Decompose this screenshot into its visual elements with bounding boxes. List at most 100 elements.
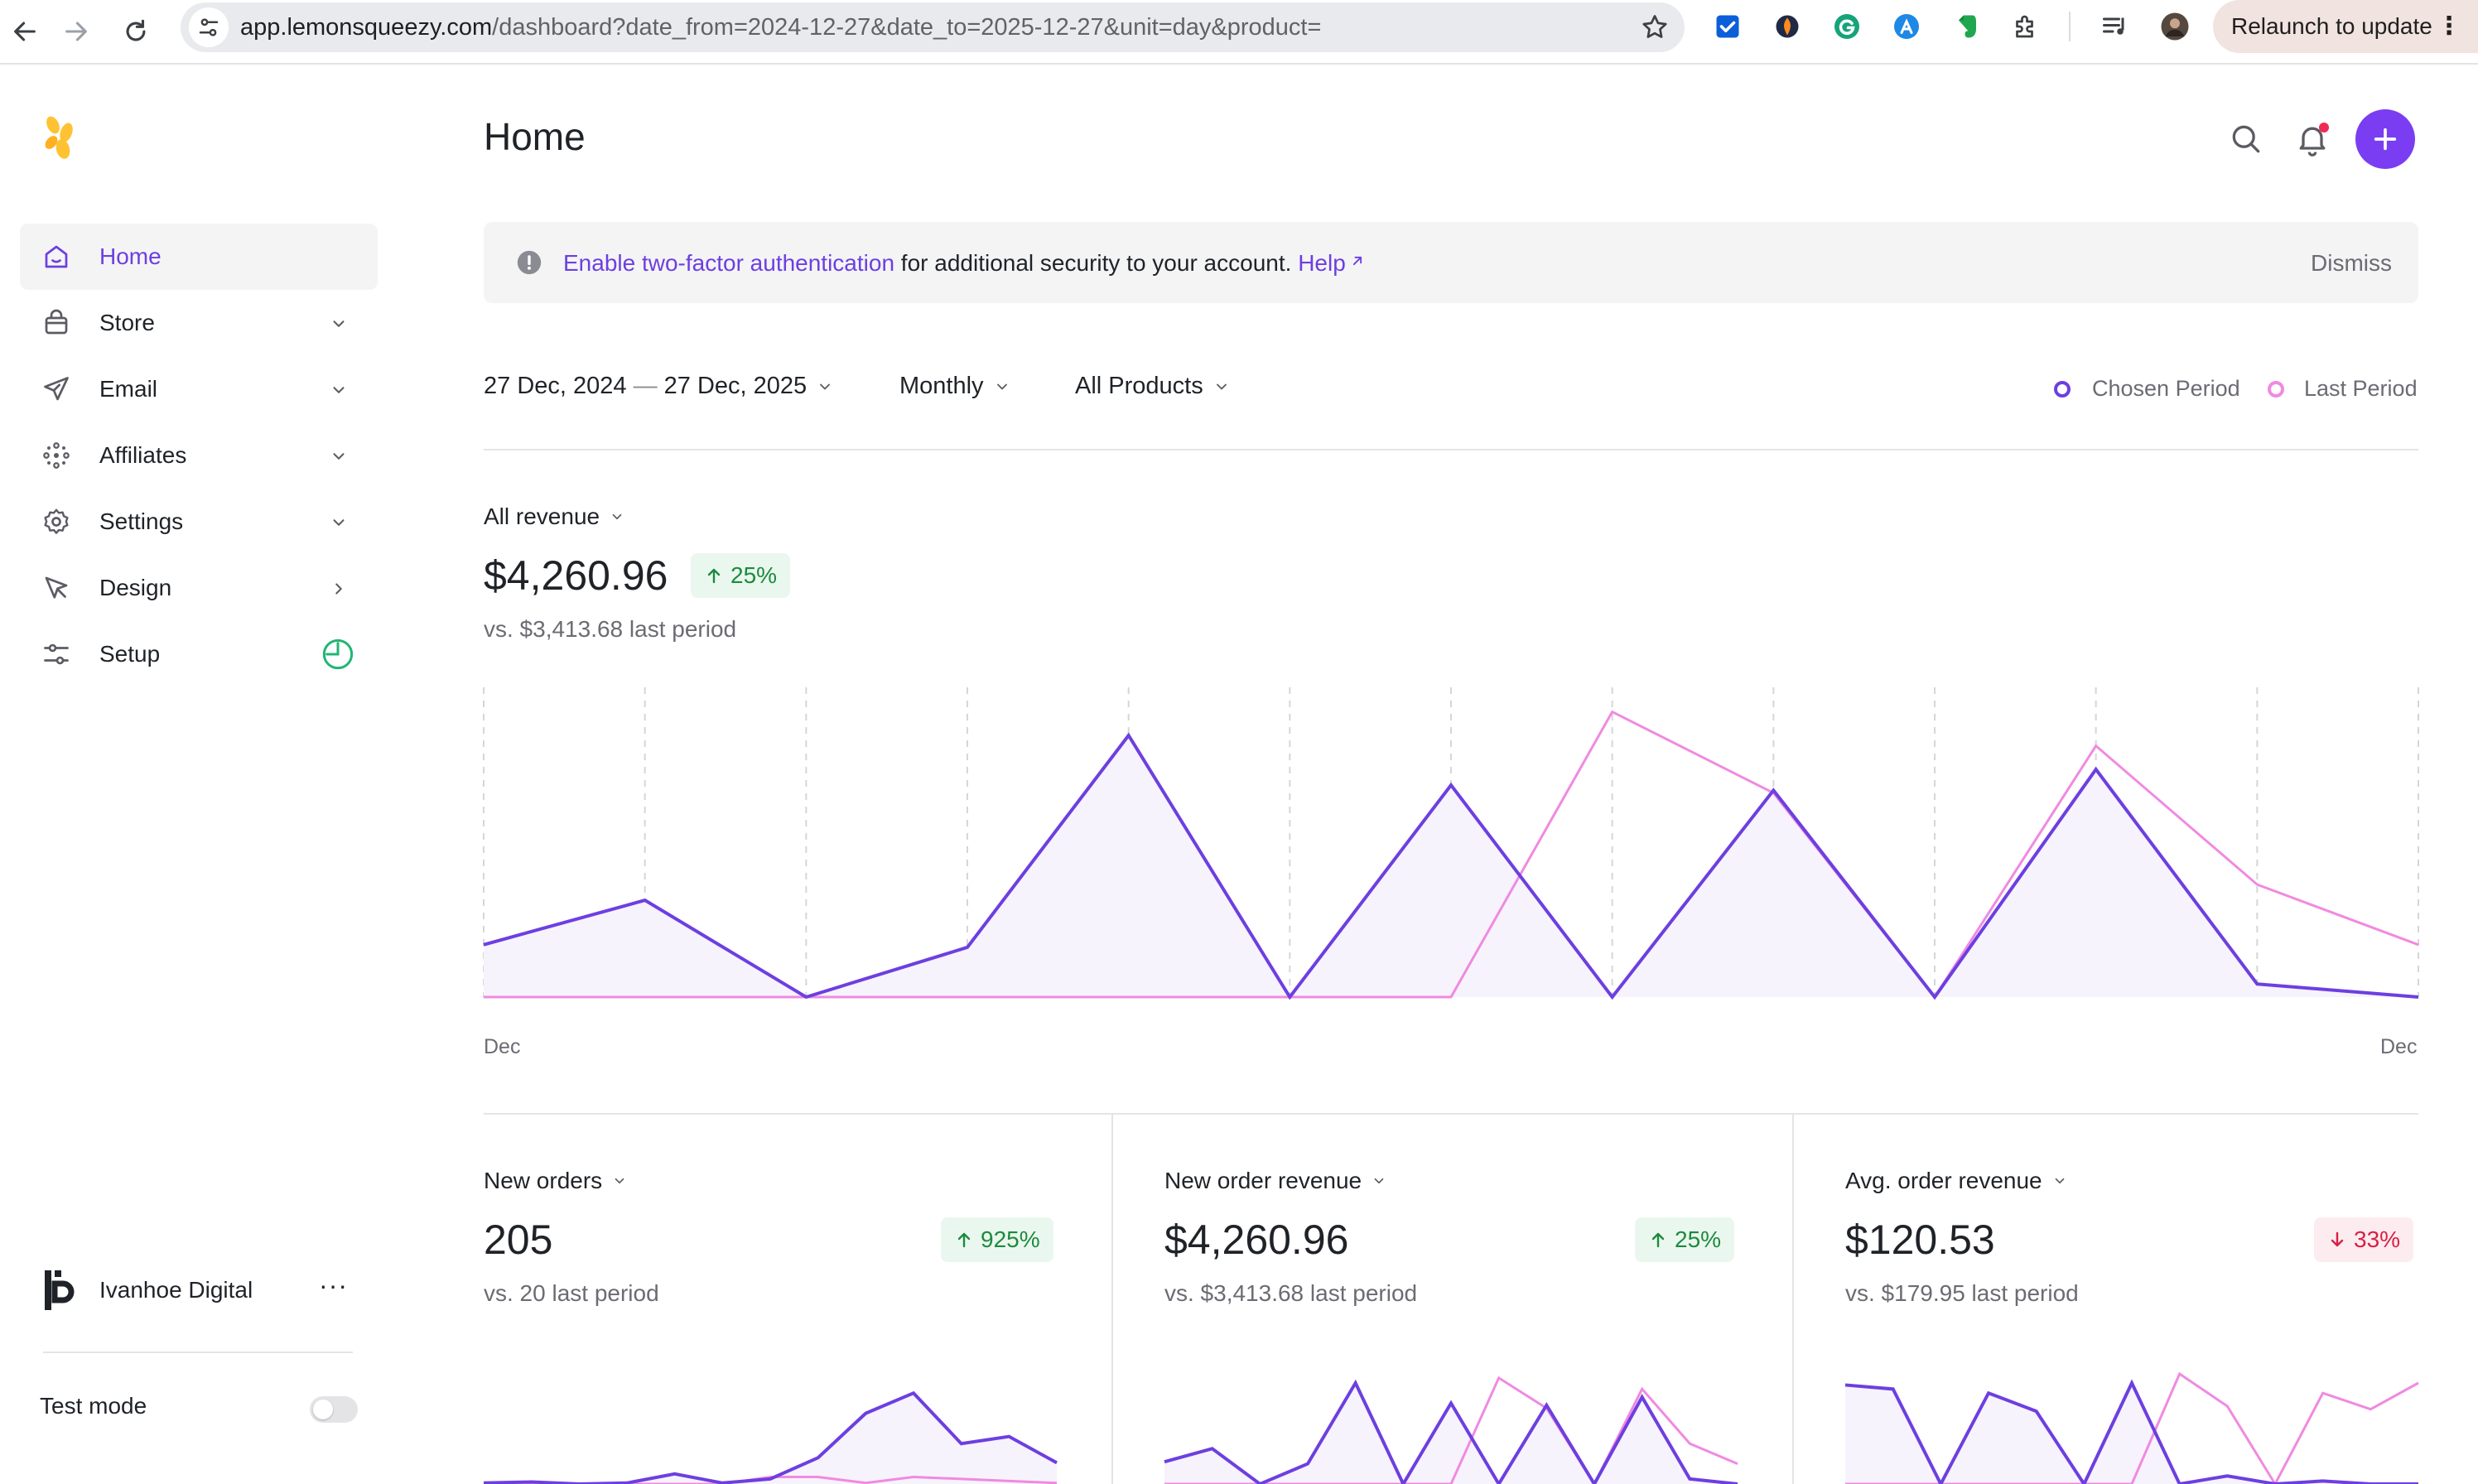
enable-2fa-link[interactable]: Enable two-factor authentication xyxy=(563,250,895,276)
revenue-value: $4,260.96 xyxy=(484,552,668,599)
home-icon xyxy=(45,245,68,268)
kebab-menu-icon[interactable]: ⋮ xyxy=(2437,12,2461,40)
lemon-squeezy-logo[interactable] xyxy=(41,114,83,164)
external-link-icon xyxy=(1352,256,1362,266)
card-change-badge: 33% xyxy=(2314,1217,2414,1262)
profile-avatar[interactable] xyxy=(2158,10,2191,43)
new-orders-metric-select[interactable]: New orders xyxy=(484,1168,627,1194)
extension-appstore-icon[interactable] xyxy=(1890,10,1923,43)
card-divider xyxy=(1792,1115,1794,1484)
card-comparison: vs. $179.95 last period xyxy=(1845,1280,2079,1306)
card-comparison: vs. 20 last period xyxy=(484,1280,659,1306)
filters-divider xyxy=(484,449,2418,450)
account-switcher[interactable]: Ivanhoe Digital ··· xyxy=(20,1255,378,1325)
site-info-button[interactable] xyxy=(189,7,229,47)
reload-button[interactable] xyxy=(111,7,161,56)
revenue-metric-select[interactable]: All revenue xyxy=(484,504,624,530)
extension-evernote-icon[interactable] xyxy=(1950,10,1983,43)
arrow-down-icon xyxy=(2331,1231,2344,1247)
chevron-down-icon xyxy=(612,513,622,520)
legend-swatch-last xyxy=(2268,381,2284,398)
avg-order-revenue-metric-select[interactable]: Avg. order revenue xyxy=(1845,1168,2067,1194)
banner-message: for additional security to your account. xyxy=(894,250,1299,276)
test-mode-toggle[interactable] xyxy=(310,1396,358,1423)
product-select[interactable]: All Products xyxy=(1075,373,1230,400)
card-change: 25% xyxy=(1675,1226,1722,1252)
bookmark-star-icon[interactable] xyxy=(1640,12,1670,42)
setup-progress-icon xyxy=(322,638,354,670)
tune-icon xyxy=(199,18,219,36)
sidebar-divider xyxy=(43,1352,353,1353)
info-icon xyxy=(517,250,542,275)
chevron-down-icon xyxy=(333,453,345,460)
sidebar-item-label: Home xyxy=(99,243,162,269)
sidebar: Home Store Email Affiliates Settings Des… xyxy=(0,66,398,1484)
account-logo xyxy=(45,1270,75,1310)
card-comparison: vs. $3,413.68 last period xyxy=(1164,1280,1418,1306)
sidebar-item-store[interactable]: Store xyxy=(20,290,378,356)
sidebar-item-affiliates[interactable]: Affiliates xyxy=(20,422,378,489)
help-link-label: Help xyxy=(1298,250,1346,276)
extension-check-icon[interactable] xyxy=(1711,10,1744,43)
forward-button[interactable] xyxy=(51,7,101,56)
avg-order-revenue-chart xyxy=(1844,1371,2419,1484)
arrow-left-icon xyxy=(14,22,36,41)
card-divider xyxy=(1111,1115,1113,1484)
new-order-revenue-metric-select[interactable]: New order revenue xyxy=(1164,1168,1386,1194)
legend-label: Chosen Period xyxy=(2092,376,2240,401)
chevron-down-icon xyxy=(333,320,345,327)
chevron-down-icon xyxy=(333,387,345,393)
relaunch-button[interactable]: Relaunch to update ⋮ xyxy=(2213,0,2478,53)
arrow-up-icon xyxy=(957,1232,971,1248)
card-value: $120.53 xyxy=(1845,1217,1995,1263)
revenue-label: All revenue xyxy=(484,504,600,529)
chevron-down-icon xyxy=(2055,1178,2064,1184)
interval-value: Monthly xyxy=(899,373,984,399)
more-options-icon[interactable]: ··· xyxy=(319,1270,348,1300)
sidebar-item-home[interactable]: Home xyxy=(20,224,378,290)
back-button[interactable] xyxy=(0,7,50,56)
send-icon xyxy=(44,377,69,401)
date-separator: — xyxy=(626,373,664,399)
dismiss-button[interactable]: Dismiss xyxy=(2311,250,2392,276)
card-label: New orders xyxy=(484,1168,603,1193)
gear-icon xyxy=(44,508,69,534)
extension-grammarly-icon[interactable] xyxy=(1830,10,1863,43)
url-host: app.lemonsqueezy.com xyxy=(240,14,493,41)
chevron-right-icon xyxy=(335,583,342,595)
test-mode-label: Test mode xyxy=(40,1393,147,1419)
chevron-down-icon xyxy=(1216,383,1227,389)
extensions-puzzle-icon[interactable] xyxy=(2009,10,2042,43)
chevron-down-icon xyxy=(615,1178,624,1184)
add-new-button[interactable] xyxy=(2355,109,2415,169)
sidebar-item-label: Store xyxy=(99,310,155,335)
arrow-right-icon xyxy=(65,22,87,41)
address-bar[interactable]: app.lemonsqueezy.com/dashboard?date_from… xyxy=(181,2,1685,52)
chosen-period-area xyxy=(484,1393,1057,1484)
arrow-up-icon xyxy=(707,568,721,584)
search-icon[interactable] xyxy=(2228,121,2264,157)
chosen-period-area xyxy=(1845,1383,2418,1484)
date-from: 27 Dec, 2024 xyxy=(484,373,627,399)
chevron-down-icon xyxy=(996,383,1007,389)
date-range-picker[interactable]: 27 Dec, 2024 — 27 Dec, 2025 xyxy=(484,373,833,400)
sliders-icon xyxy=(44,643,69,665)
media-control-icon[interactable] xyxy=(2099,10,2132,43)
sidebar-item-design[interactable]: Design xyxy=(20,555,378,621)
browser-toolbar: app.lemonsqueezy.com/dashboard?date_from… xyxy=(0,0,2478,65)
bell-icon[interactable] xyxy=(2294,121,2331,157)
chosen-period-area xyxy=(484,735,2418,997)
extension-flame-icon[interactable] xyxy=(1771,10,1804,43)
interval-select[interactable]: Monthly xyxy=(899,373,1010,400)
revenue-comparison: vs. $3,413.68 last period xyxy=(484,616,737,642)
sidebar-item-settings[interactable]: Settings xyxy=(20,489,378,555)
help-link[interactable]: Help xyxy=(1298,250,1366,276)
sidebar-item-label: Affiliates xyxy=(99,442,187,468)
sidebar-item-setup[interactable]: Setup xyxy=(20,621,378,687)
plus-icon xyxy=(2374,128,2397,151)
sidebar-item-email[interactable]: Email xyxy=(20,356,378,422)
legend-label: Last Period xyxy=(2304,376,2418,401)
page-title: Home xyxy=(484,115,586,158)
card-value: $4,260.96 xyxy=(1164,1217,1349,1263)
revenue-chart xyxy=(483,687,2419,1000)
